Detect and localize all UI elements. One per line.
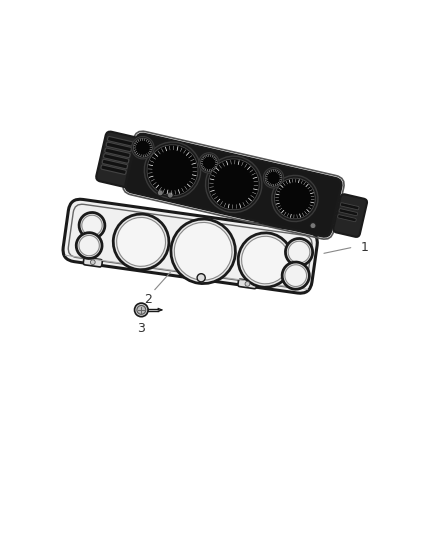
Circle shape [245,281,250,286]
Circle shape [263,168,284,188]
Circle shape [286,239,313,265]
Circle shape [79,236,99,256]
Circle shape [117,217,166,266]
Circle shape [171,219,235,284]
Circle shape [164,188,168,192]
FancyBboxPatch shape [340,203,359,210]
FancyBboxPatch shape [339,208,357,216]
Circle shape [159,187,163,191]
Circle shape [82,215,102,236]
FancyBboxPatch shape [101,165,126,174]
Circle shape [197,273,205,282]
Circle shape [208,159,259,210]
Circle shape [238,233,293,287]
Circle shape [282,262,309,289]
Circle shape [265,169,282,187]
FancyBboxPatch shape [333,194,367,237]
FancyBboxPatch shape [105,148,130,158]
FancyBboxPatch shape [103,154,129,163]
Text: 2: 2 [144,293,152,306]
Circle shape [275,178,315,219]
Circle shape [145,142,201,198]
Circle shape [76,233,102,259]
Circle shape [134,303,148,317]
Circle shape [147,145,198,196]
Circle shape [90,260,95,264]
Circle shape [288,241,310,263]
Circle shape [285,265,307,287]
FancyBboxPatch shape [106,142,131,151]
Circle shape [113,214,169,270]
Circle shape [132,136,154,159]
Circle shape [201,155,218,172]
Circle shape [169,189,173,193]
Text: 1: 1 [360,240,368,254]
FancyBboxPatch shape [157,180,178,198]
FancyBboxPatch shape [238,279,257,289]
FancyBboxPatch shape [338,215,356,222]
Circle shape [137,305,146,314]
FancyBboxPatch shape [96,132,144,188]
FancyBboxPatch shape [107,136,133,146]
FancyBboxPatch shape [102,159,127,169]
Circle shape [167,192,173,198]
Circle shape [242,236,289,284]
FancyBboxPatch shape [126,134,341,237]
Circle shape [79,213,105,238]
Circle shape [174,222,232,280]
FancyBboxPatch shape [63,199,318,293]
Circle shape [272,175,318,222]
Text: 3: 3 [138,322,145,335]
Circle shape [310,223,316,229]
Circle shape [205,156,262,213]
Circle shape [133,138,152,157]
Circle shape [157,190,163,196]
FancyBboxPatch shape [83,257,102,267]
Circle shape [199,153,219,173]
